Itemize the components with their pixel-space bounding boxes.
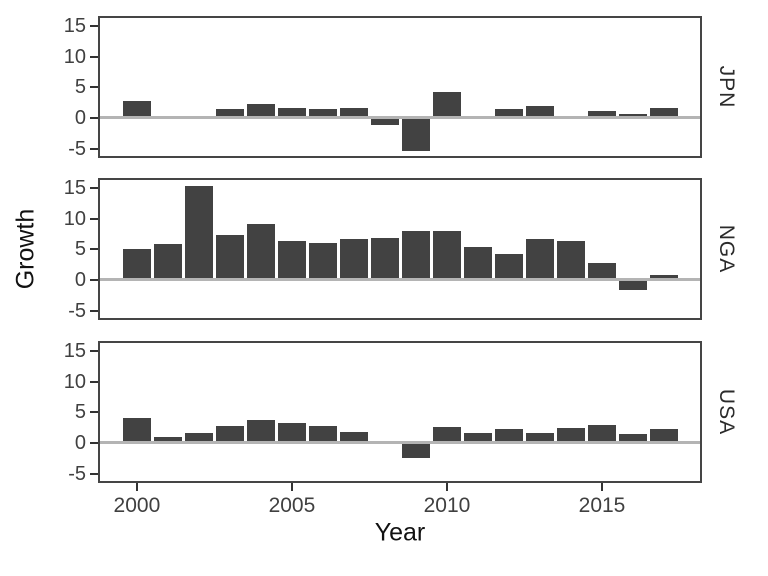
y-tick-mark xyxy=(90,278,98,281)
bar-nga-2004 xyxy=(246,223,275,280)
y-tick-label: 10 xyxy=(63,207,86,230)
panel-nga: NGA 15 10 5 0 -5 xyxy=(64,178,738,321)
bar-jpn-2007 xyxy=(340,107,368,118)
bar-jpn-2000 xyxy=(122,100,151,118)
bar-nga-2002 xyxy=(184,186,213,280)
bar-usa-2009 xyxy=(402,442,430,459)
bar-usa-2007 xyxy=(340,431,368,443)
bar-jpn-2017 xyxy=(650,107,678,118)
bar-jpn-2003 xyxy=(215,108,244,118)
y-tick-mark xyxy=(90,116,98,119)
bar-nga-2000 xyxy=(122,249,151,280)
y-tick-label: -5 xyxy=(68,299,86,322)
x-axis-title: Year xyxy=(374,518,426,547)
bar-nga-2006 xyxy=(308,242,337,280)
bar-jpn-2004 xyxy=(246,104,275,118)
bar-usa-2005 xyxy=(277,422,306,443)
bar-usa-2012 xyxy=(495,429,523,443)
panel-usa: USA 15 10 5 0 -5 2000 2005 2010 2015 xyxy=(64,341,738,517)
x-tick-mark xyxy=(290,483,293,491)
bar-nga-2013 xyxy=(526,238,554,280)
y-tick-mark xyxy=(90,147,98,150)
x-tick-mark xyxy=(135,483,138,491)
bar-jpn-2009 xyxy=(402,117,430,152)
x-tick-label: 2005 xyxy=(268,494,316,517)
y-tick-label: 10 xyxy=(63,45,86,68)
facet-label-usa: USA xyxy=(715,388,738,436)
bar-jpn-2006 xyxy=(308,109,337,118)
bar-usa-2010 xyxy=(433,427,461,443)
bar-nga-2005 xyxy=(277,240,306,280)
bar-usa-2015 xyxy=(588,425,616,443)
bar-usa-2004 xyxy=(246,419,275,443)
bar-nga-2007 xyxy=(340,239,368,280)
y-tick-label: -5 xyxy=(68,462,86,485)
bar-usa-2011 xyxy=(464,433,492,443)
panel-jpn: JPN 15 10 5 0 -5 xyxy=(64,16,738,159)
y-tick-mark xyxy=(90,309,98,312)
bar-usa-2000 xyxy=(122,417,151,443)
y-tick-label: 15 xyxy=(63,339,86,362)
zero-line xyxy=(100,278,700,282)
y-tick-label: 0 xyxy=(74,268,86,291)
bar-nga-2016 xyxy=(619,279,647,290)
bar-nga-2008 xyxy=(371,238,399,280)
bar-nga-2015 xyxy=(588,263,616,280)
bar-jpn-2012 xyxy=(495,108,523,118)
x-tick-label: 2015 xyxy=(578,494,626,517)
bar-usa-2002 xyxy=(184,432,213,443)
y-tick-mark xyxy=(90,441,98,444)
bar-nga-2003 xyxy=(215,235,244,280)
y-tick-label: 15 xyxy=(63,176,86,199)
bar-jpn-2013 xyxy=(526,105,554,118)
y-tick-label: 5 xyxy=(74,401,86,424)
bar-nga-2014 xyxy=(557,241,585,280)
y-tick-label: -5 xyxy=(68,137,86,160)
bar-usa-2006 xyxy=(308,426,337,443)
bar-usa-2014 xyxy=(557,427,585,443)
y-tick-label: 15 xyxy=(63,14,86,37)
x-tick-mark xyxy=(445,483,448,491)
y-tick-mark xyxy=(90,24,98,27)
bar-usa-2017 xyxy=(650,429,678,443)
bar-usa-2001 xyxy=(153,436,182,443)
bar-jpn-2015 xyxy=(588,110,616,118)
bar-jpn-2010 xyxy=(433,92,461,118)
bar-nga-2010 xyxy=(433,230,461,280)
bar-usa-2003 xyxy=(215,425,244,443)
bar-usa-2013 xyxy=(526,432,554,443)
x-tick-label: 2000 xyxy=(113,494,161,517)
bar-nga-2009 xyxy=(402,230,430,280)
y-tick-mark xyxy=(90,217,98,220)
bar-nga-2012 xyxy=(495,254,523,280)
bar-nga-2001 xyxy=(153,243,182,280)
bar-nga-2017 xyxy=(650,275,678,280)
facet-label-jpn: JPN xyxy=(715,65,738,109)
bar-jpn-2008 xyxy=(371,117,399,125)
bar-jpn-2005 xyxy=(277,107,306,118)
bar-nga-2011 xyxy=(464,247,492,280)
x-tick-mark xyxy=(601,483,603,491)
y-tick-label: 5 xyxy=(74,76,86,99)
y-tick-mark xyxy=(90,186,98,189)
y-tick-mark xyxy=(90,411,98,414)
y-tick-label: 0 xyxy=(74,431,86,454)
y-tick-label: 10 xyxy=(63,370,86,393)
y-tick-mark xyxy=(90,55,98,58)
y-tick-mark xyxy=(90,472,98,475)
y-tick-label: 0 xyxy=(74,106,86,129)
zero-line xyxy=(100,116,700,120)
facet-label-nga: NGA xyxy=(715,224,738,274)
bar-usa-2016 xyxy=(619,433,647,443)
y-tick-label: 5 xyxy=(74,238,86,261)
y-tick-mark xyxy=(90,86,98,89)
y-tick-mark xyxy=(90,349,98,352)
bar-jpn-2016 xyxy=(619,114,647,118)
y-tick-mark xyxy=(90,248,98,251)
zero-line xyxy=(100,441,700,445)
x-tick-label: 2010 xyxy=(423,494,471,517)
y-tick-mark xyxy=(90,380,98,383)
